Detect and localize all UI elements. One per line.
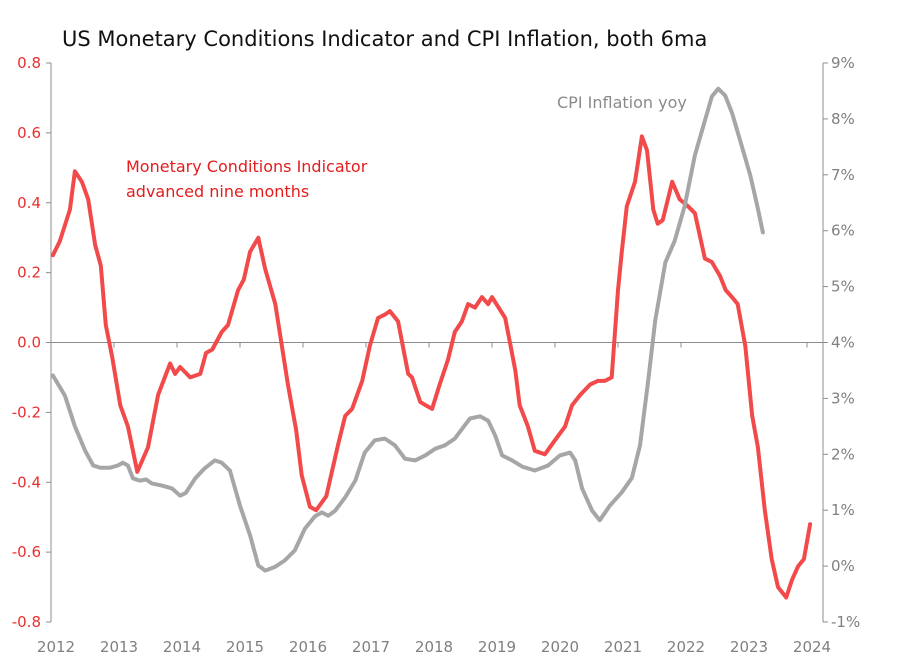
x-tick-label: 2015 xyxy=(226,638,264,656)
axes: 0.8 0.6 0.4 0.2 0.0 -0.2 -0.4 -0.6 -0.8 9% 8% 7% 6% 5… xyxy=(12,54,861,656)
right-tick-label: 0% xyxy=(831,557,855,575)
x-tick-label: 2012 xyxy=(37,638,75,656)
right-tick-label: 8% xyxy=(831,110,855,128)
x-tick-label: 2018 xyxy=(415,638,453,656)
series-lines xyxy=(50,86,813,600)
left-tick-label: 0.2 xyxy=(17,264,41,282)
x-tick-label: 2016 xyxy=(289,638,327,656)
right-tick-label: 2% xyxy=(831,445,855,463)
right-tick-label: 9% xyxy=(831,54,855,72)
x-tick-label: 2013 xyxy=(100,638,138,656)
cpi-line xyxy=(50,86,765,573)
left-tick-label: 0.8 xyxy=(17,54,41,72)
x-tick-label: 2014 xyxy=(163,638,201,656)
x-tick-label: 2021 xyxy=(604,638,642,656)
mci-line xyxy=(50,134,813,600)
left-tick-label: -0.8 xyxy=(12,613,41,631)
x-tick-label: 2022 xyxy=(667,638,705,656)
left-tick-label: -0.6 xyxy=(12,543,41,561)
x-tick-label: 2023 xyxy=(730,638,768,656)
x-tick-label: 2019 xyxy=(478,638,516,656)
left-tick-label: 0.4 xyxy=(17,194,41,212)
mci-annotation-line1: Monetary Conditions Indicator xyxy=(126,157,368,176)
right-tick-label: 5% xyxy=(831,278,855,296)
mci-annotation-line2: advanced nine months xyxy=(126,182,309,201)
left-tick-label: -0.2 xyxy=(12,403,41,421)
x-tick-label: 2024 xyxy=(793,638,831,656)
right-tick-label: 7% xyxy=(831,166,855,184)
right-tick-label: 3% xyxy=(831,389,855,407)
right-tick-label: 6% xyxy=(831,222,855,240)
right-tick-label: -1% xyxy=(831,613,860,631)
x-tick-label: 2017 xyxy=(352,638,390,656)
left-tick-label: 0.6 xyxy=(17,124,41,142)
right-tick-label: 1% xyxy=(831,501,855,519)
cpi-annotation: CPI Inflation yoy xyxy=(557,93,687,112)
x-tick-label: 2020 xyxy=(541,638,579,656)
right-tick-label: 4% xyxy=(831,334,855,352)
chart-title: US Monetary Conditions Indicator and CPI… xyxy=(62,27,707,51)
left-tick-label: -0.4 xyxy=(12,473,41,491)
left-tick-label: 0.0 xyxy=(17,334,41,352)
